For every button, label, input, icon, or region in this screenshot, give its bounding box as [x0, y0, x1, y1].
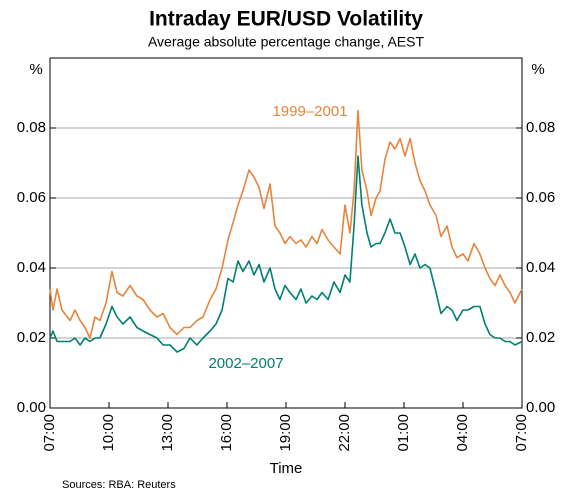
y-tick-label-right: 0.00: [526, 399, 555, 416]
y-tick-label: 0.02: [17, 329, 46, 346]
x-tick-label: 07:00: [513, 414, 530, 452]
y-unit-right: %: [531, 61, 544, 78]
x-tick-label: 22:00: [336, 414, 353, 452]
x-tick-label: 16:00: [218, 414, 235, 452]
x-tick-label: 19:00: [277, 414, 294, 452]
series-line: [49, 155, 523, 353]
source: Sources: RBA: Reuters: [62, 479, 176, 491]
x-tick-label: 07:00: [41, 414, 58, 452]
chart-subtitle: Average absolute percentage change, AEST: [148, 34, 424, 50]
y-tick-label: 0.06: [17, 189, 46, 206]
series-label: 2002–2007: [208, 355, 283, 372]
x-tick-label: 04:00: [454, 414, 471, 452]
chart-title: Intraday EUR/USD Volatility: [149, 8, 423, 31]
plot-frame: [49, 57, 523, 409]
series-label: 1999–2001: [272, 103, 347, 120]
y-tick-label-right: 0.06: [526, 189, 555, 206]
x-tick-label: 13:00: [159, 414, 176, 452]
y-tick-label-right: 0.04: [526, 259, 555, 276]
y-tick-label-right: 0.08: [526, 119, 555, 136]
x-axis-label: Time: [270, 460, 303, 477]
y-tick-label-right: 0.02: [526, 329, 555, 346]
x-tick-label: 10:00: [100, 414, 117, 452]
y-tick-label: 0.00: [17, 399, 46, 416]
x-tick-label: 01:00: [395, 414, 412, 452]
y-tick-label: 0.04: [17, 259, 46, 276]
y-unit-left: %: [29, 61, 42, 78]
y-tick-label: 0.08: [17, 119, 46, 136]
series-line: [49, 109, 523, 339]
